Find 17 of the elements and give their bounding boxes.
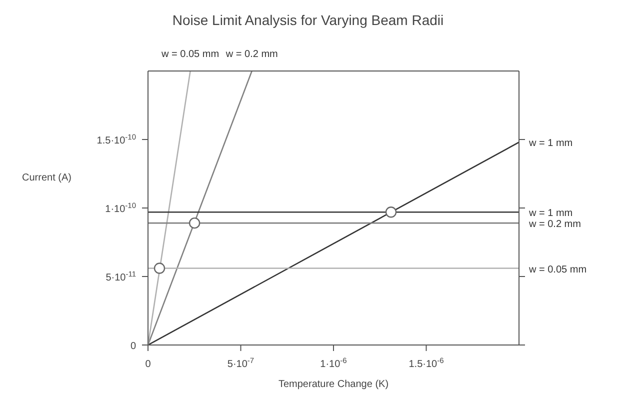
series-label: w = 0.05 mm [528,264,587,276]
y-axis-title: Current (A) [22,172,72,184]
y-tick-label: 1.5·10$^{-10}$ [96,132,136,146]
x-tick-label: 1.5·10$^{-6}$ [408,356,444,370]
x-tick-label: 1·10$^{-6}$ [320,356,347,370]
series-label: w = 0.2 mm [224,49,278,60]
y-tick-label: 0 [130,341,136,352]
y-tick-label: 5·10$^{-11}$ [106,269,136,284]
chart-title: Noise Limit Analysis for Varying Beam Radii [171,11,445,30]
y-tick-label: 1·10$^{-10}$ [105,200,136,215]
series-label: w = 0.05 mm [160,49,220,60]
series-label: w = 1 mm [528,208,573,220]
x-axis-title: Temperature Change (K) [278,379,389,390]
x-tick-label: 0 [145,359,152,370]
series-label: w = 0.2 mm [528,219,581,230]
series-label: w = 1 mm [528,138,573,150]
x-tick-label: 5·10$^{-7}$ [227,356,254,370]
